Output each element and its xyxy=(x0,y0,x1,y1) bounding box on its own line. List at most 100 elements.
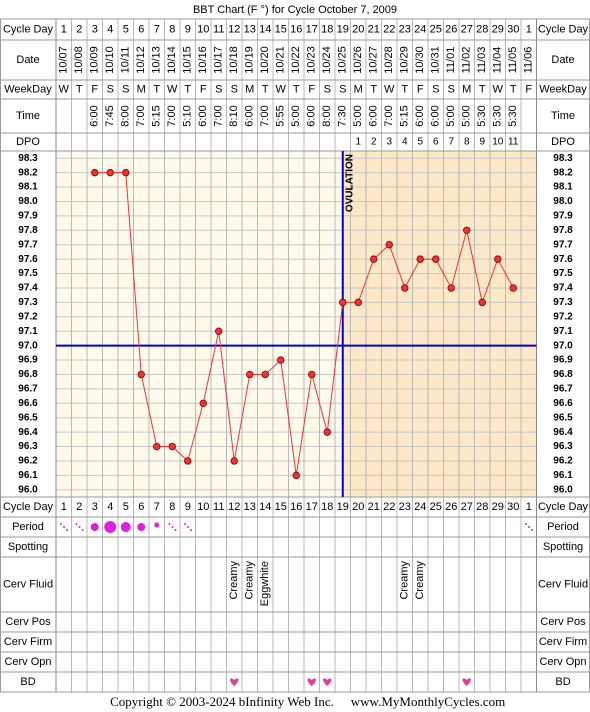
dpo: 7 xyxy=(448,137,454,148)
y-tick-label: 96.0 xyxy=(553,484,573,495)
date: 10/10 xyxy=(104,46,116,74)
time: 5:00 xyxy=(290,105,302,126)
cycle-day: 4 xyxy=(107,501,113,513)
cycle-day: 3 xyxy=(92,23,98,35)
y-tick-label: 96.4 xyxy=(553,427,573,438)
y-tick-label: 97.3 xyxy=(553,297,573,308)
cycle-day: 18 xyxy=(321,501,333,513)
y-tick-label: 96.7 xyxy=(553,384,573,395)
dpo: 3 xyxy=(386,137,392,148)
cycle-day: 29 xyxy=(492,501,504,513)
grid: 98.3 98.3 98.2 98.2 98.1 98.1 98.0 98.0 97.9 97.9… xyxy=(0,18,590,693)
row-label: Time xyxy=(551,110,575,122)
pre-ovulation-area xyxy=(56,151,343,497)
row-label: WeekDay xyxy=(4,83,52,95)
date: 10/29 xyxy=(399,46,411,74)
y-tick-label: 97.7 xyxy=(553,239,573,250)
cycle-day: 7 xyxy=(154,23,160,35)
date: 11/05 xyxy=(507,47,519,74)
time: 7:00 xyxy=(259,105,271,126)
temperature-point xyxy=(137,370,145,379)
y-tick-label: 97.4 xyxy=(553,283,573,294)
period-spot xyxy=(184,523,192,531)
date: 10/19 xyxy=(244,46,256,74)
dpo: 2 xyxy=(371,137,377,148)
y-tick-label: 96.4 xyxy=(18,427,38,438)
weekday: M xyxy=(354,83,363,95)
temperature-point xyxy=(106,168,114,177)
row-label: Time xyxy=(16,110,40,122)
period-spot xyxy=(60,523,68,531)
time: 5:30 xyxy=(476,105,488,126)
row-label: Cycle Day xyxy=(538,23,589,35)
temperature-point xyxy=(494,255,502,263)
weekday: S xyxy=(448,83,455,95)
y-tick-label: 96.8 xyxy=(553,369,573,380)
time: 6:00 xyxy=(430,105,442,126)
cycle-day: 1 xyxy=(526,23,532,35)
y-tick-label: 98.3 xyxy=(18,153,38,164)
time: 7:00 xyxy=(213,105,225,126)
time: 5:00 xyxy=(352,105,364,126)
y-tick-label: 97.8 xyxy=(553,225,573,236)
y-tick-label: 98.2 xyxy=(553,167,573,178)
cycle-day: 27 xyxy=(461,23,473,35)
temperature-point xyxy=(261,370,269,379)
date: 10/07 xyxy=(58,46,70,74)
date: 10/16 xyxy=(197,46,209,74)
row-label: Cerv Firm xyxy=(4,636,52,648)
cycle-day: 1 xyxy=(61,501,67,513)
cerv-fluid: Creamy xyxy=(414,561,426,600)
time: 5:15 xyxy=(399,105,411,126)
cycle-day: 3 xyxy=(92,501,98,513)
temperature-point xyxy=(153,442,161,451)
temperature-point xyxy=(432,255,440,263)
cycle-day: 15 xyxy=(275,501,287,513)
cycle-day: 28 xyxy=(476,501,488,513)
row-label: BD xyxy=(20,676,35,688)
time: 6:00 xyxy=(414,105,426,126)
y-tick-label: 98.0 xyxy=(553,196,573,207)
date: 10/11 xyxy=(120,47,132,74)
period-light xyxy=(154,522,160,528)
ovulation-label: OVULATION xyxy=(344,154,355,212)
period-spot xyxy=(525,523,533,531)
cycle-day: 5 xyxy=(123,23,129,35)
y-tick-label: 97.6 xyxy=(553,254,573,265)
row-label: Cerv Fluid xyxy=(538,578,588,590)
cycle-day: 12 xyxy=(228,23,240,35)
y-tick-label: 96.0 xyxy=(18,484,38,495)
row-label: Period xyxy=(12,521,44,533)
row-label: Cycle Day xyxy=(3,23,54,35)
cycle-day: 14 xyxy=(259,23,271,35)
row-label: Cerv Firm xyxy=(539,636,587,648)
y-tick-label: 97.0 xyxy=(18,340,38,351)
time: 6:00 xyxy=(244,105,256,126)
y-tick-label: 97.1 xyxy=(18,326,38,337)
cycle-day: 9 xyxy=(185,23,191,35)
weekday: F xyxy=(525,83,532,95)
date: 10/25 xyxy=(337,46,349,74)
weekday: S xyxy=(432,83,439,95)
time: 6:00 xyxy=(368,105,380,126)
temperature-point xyxy=(308,370,316,379)
cycle-day: 19 xyxy=(337,501,349,513)
temperature-point xyxy=(122,168,130,177)
row-label: DPO xyxy=(16,136,40,148)
weekday: M xyxy=(462,83,471,95)
cycle-day: 25 xyxy=(430,23,442,35)
temperature-point xyxy=(199,399,207,407)
temperature-line xyxy=(94,172,514,476)
cycle-day: 26 xyxy=(445,23,457,35)
cycle-day: 24 xyxy=(414,501,426,513)
temperature-point xyxy=(230,457,238,465)
row-label: Spotting xyxy=(543,541,583,553)
weekday: S xyxy=(215,83,222,95)
cycle-day: 11 xyxy=(213,23,224,35)
period-medium xyxy=(120,522,131,532)
time: 7:00 xyxy=(166,105,178,126)
cycle-day: 21 xyxy=(368,23,380,35)
date: 10/13 xyxy=(151,46,163,74)
cycle-day: 23 xyxy=(399,501,411,513)
dpo: 8 xyxy=(464,137,470,148)
